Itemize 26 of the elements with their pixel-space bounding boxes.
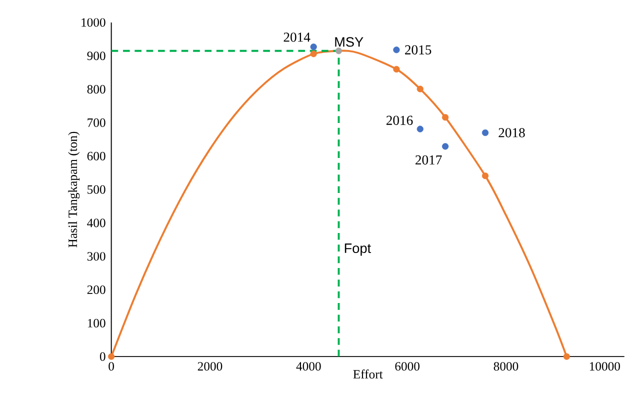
x-tick-label: 2000 bbox=[198, 362, 222, 370]
y-tick-label: 600 bbox=[87, 152, 106, 160]
y-axis-title: Hasil Tangkapam (ton) bbox=[68, 132, 80, 248]
x-tick-label: 10000 bbox=[590, 362, 620, 370]
x-tick-label: 0 bbox=[108, 362, 114, 370]
y-tick-label: 300 bbox=[87, 252, 106, 260]
annotation: 2015 bbox=[405, 45, 432, 54]
annotation: 2016 bbox=[386, 116, 413, 125]
y-tick-label: 700 bbox=[88, 118, 106, 127]
annotation: 2018 bbox=[498, 128, 525, 138]
y-tick-label: 200 bbox=[87, 285, 106, 294]
annotation: MSY bbox=[335, 37, 364, 47]
annotation: Fopt bbox=[344, 243, 371, 256]
x-axis-title: Effort bbox=[353, 369, 383, 378]
x-tick-label: 4000 bbox=[296, 362, 321, 370]
y-tick-label: 900 bbox=[87, 52, 106, 60]
y-tick-label: 400 bbox=[87, 218, 106, 228]
y-tick-label: 500 bbox=[88, 185, 106, 194]
y-tick-label: 800 bbox=[87, 84, 106, 94]
annotation: 2014 bbox=[284, 32, 310, 42]
y-tick-label: 100 bbox=[88, 318, 106, 328]
annotation: 2017 bbox=[416, 155, 442, 164]
x-tick-label: 6000 bbox=[395, 362, 420, 370]
x-tick-label: 8000 bbox=[494, 362, 518, 370]
y-tick-label: 0 bbox=[100, 352, 106, 361]
y-tick-label: 1000 bbox=[82, 18, 106, 27]
